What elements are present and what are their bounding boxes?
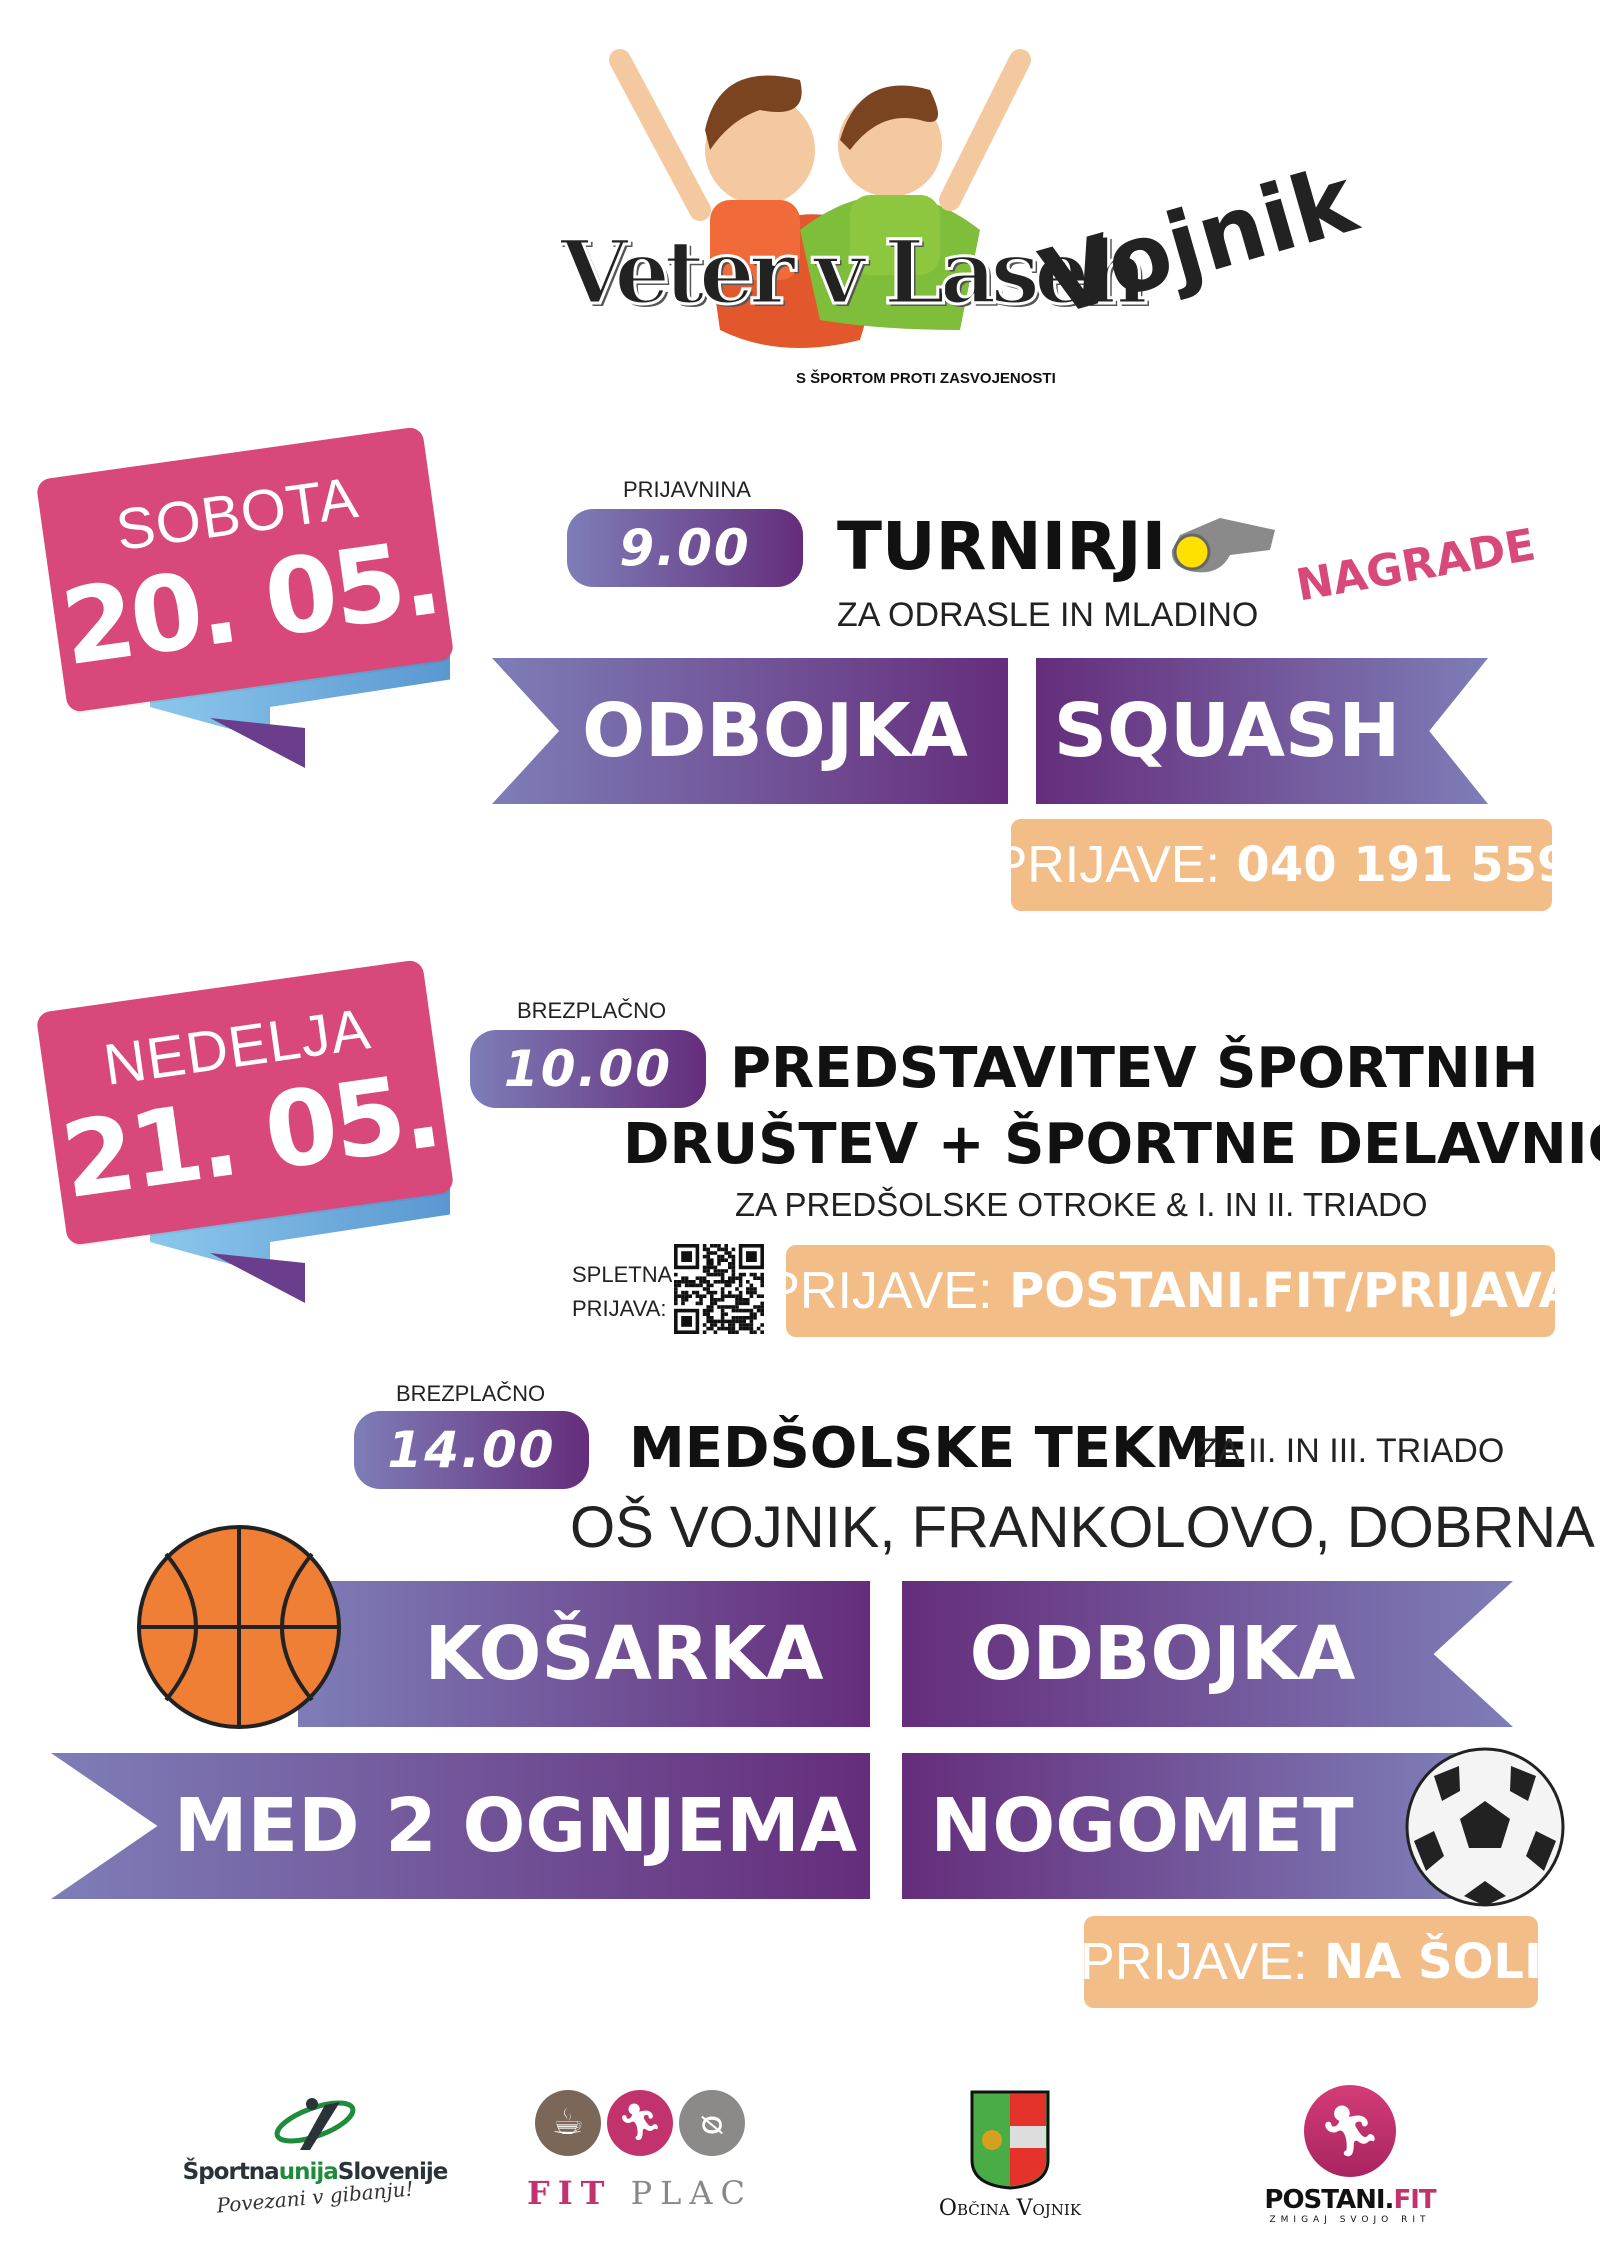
signup-where: NA ŠOLI xyxy=(1324,1934,1542,1990)
soccer-ball-icon xyxy=(1405,1747,1565,1907)
tennis-racket-icon: ᴓ xyxy=(679,2090,745,2156)
online-label-line2: PRIJAVA: xyxy=(572,1296,667,1321)
tagline: S ŠPORTOM PROTI ZASVOJENOSTI xyxy=(796,370,1056,387)
sport-label: MED 2 OGNJEMA xyxy=(173,1783,858,1869)
kids-mascot-icon xyxy=(609,49,1031,348)
sport-ribbon-odbojka: ODBOJKA xyxy=(492,658,1008,804)
sport-ribbon-kosarka: KOŠARKA xyxy=(298,1581,870,1727)
signup-label: PRIJAVE: xyxy=(765,1262,993,1320)
signup-box: PRIJAVE: NA ŠOLI xyxy=(1080,1916,1542,2008)
sponsor-obcina-vojnik: Občina Vojnik xyxy=(920,2090,1100,2221)
sport-ribbon-odbojka-school: ODBOJKA xyxy=(902,1581,1513,1727)
header-logo: Veter v Laseh Vojnik S ŠPORTOM PROTI ZAS… xyxy=(559,30,1367,390)
postani-slogan: ZMIGAJ SVOJO RIT xyxy=(1269,2215,1431,2225)
sus-name-c: Slovenije xyxy=(337,2159,449,2185)
fitplac-a: FIT xyxy=(526,2174,613,2212)
time-pill: 14.00 xyxy=(354,1411,589,1489)
online-label-line1: SPLETNA xyxy=(572,1262,673,1287)
sportna-unija-logo-icon xyxy=(274,2098,356,2150)
time-pill: 10.00 xyxy=(470,1030,706,1108)
postani-a: POSTANI. xyxy=(1264,2185,1394,2215)
logo-title: Veter v Laseh xyxy=(559,219,1150,326)
sport-label: ODBOJKA xyxy=(969,1611,1356,1697)
time-pill: 9.00 xyxy=(567,509,803,587)
fee-label: PRIJAVNINA xyxy=(623,477,751,502)
event-title-line2: DRUŠTEV + ŠPORTNE DELAVNICE xyxy=(623,1112,1600,1177)
event-title: TURNIRJI xyxy=(837,508,1167,585)
event-title-suffix: ZA II. IN III. TRIADO xyxy=(1197,1432,1505,1470)
sus-name-a: Športna xyxy=(182,2159,280,2185)
sponsor-postani-fit: 🏃︎ POSTANI.FIT ZMIGAJ SVOJO RIT xyxy=(1250,2085,1450,2225)
sport-label: SQUASH xyxy=(1053,688,1401,774)
schools-list: OŠ VOJNIK, FRANKOLOVO, DOBRNA xyxy=(570,1495,1595,1560)
date-ribbon-tail xyxy=(210,1253,305,1303)
sponsor-fit-plac: ☕ 🏃︎ ᴓ FIT PLAC xyxy=(525,2090,755,2212)
event-subtitle: ZA PREDŠOLSKE OTROKE & I. IN II. TRIADO xyxy=(735,1186,1428,1223)
signup-label: PRIJAVE: xyxy=(992,836,1220,894)
sport-ribbon-nogomet: NOGOMET xyxy=(902,1753,1462,1899)
whistle-icon xyxy=(1171,518,1275,573)
postani-fit-icon: 🏃︎ xyxy=(1304,2085,1396,2177)
obcina-name: Občina Vojnik xyxy=(938,2196,1082,2221)
fee-label: BREZPLAČNO xyxy=(517,998,667,1023)
signup-label: PRIJAVE: xyxy=(1080,1933,1308,1991)
sport-label: NOGOMET xyxy=(930,1783,1354,1869)
sponsor-sportna-unija: ŠportnaunijaSlovenije Povezani v gibanju… xyxy=(165,2090,465,2218)
online-label: SPLETNA PRIJAVA: xyxy=(572,1258,672,1326)
postani-b: FIT xyxy=(1393,2185,1436,2215)
event-title-line1: PREDSTAVITEV ŠPORTNIH xyxy=(730,1036,1539,1101)
coffee-icon: ☕ xyxy=(535,2090,601,2156)
date-ribbon-tail xyxy=(210,718,305,768)
prize-label: NAGRADE xyxy=(1292,519,1540,612)
sport-ribbon-med-2-ognjema: MED 2 OGNJEMA xyxy=(51,1753,870,1899)
event-subtitle: ZA ODRASLE IN MLADINO xyxy=(837,596,1259,634)
location-title: Vojnik xyxy=(1030,146,1367,337)
fitness-icon: 🏃︎ xyxy=(607,2090,673,2156)
signup-box: PRIJAVE: POSTANI.FIT/PRIJAVA xyxy=(765,1245,1576,1337)
sport-ribbon-squash: SQUASH xyxy=(1036,658,1488,804)
signup-box: PRIJAVE: 040 191 559 xyxy=(993,819,1570,911)
fee-label: BREZPLAČNO xyxy=(396,1381,546,1406)
signup-link[interactable]: POSTANI.FIT/PRIJAVA xyxy=(1009,1263,1576,1319)
sus-name-b: unija xyxy=(278,2159,339,2185)
sport-label: ODBOJKA xyxy=(582,688,968,774)
qr-code-icon[interactable] xyxy=(674,1244,764,1334)
signup-phone: 040 191 559 xyxy=(1236,837,1571,893)
fitplac-b: PLAC xyxy=(630,2174,754,2212)
coat-of-arms-icon xyxy=(970,2090,1050,2190)
basketball-icon xyxy=(137,1525,341,1729)
sport-label: KOŠARKA xyxy=(424,1611,824,1697)
event-title: MEDŠOLSKE TEKME xyxy=(629,1416,1249,1481)
